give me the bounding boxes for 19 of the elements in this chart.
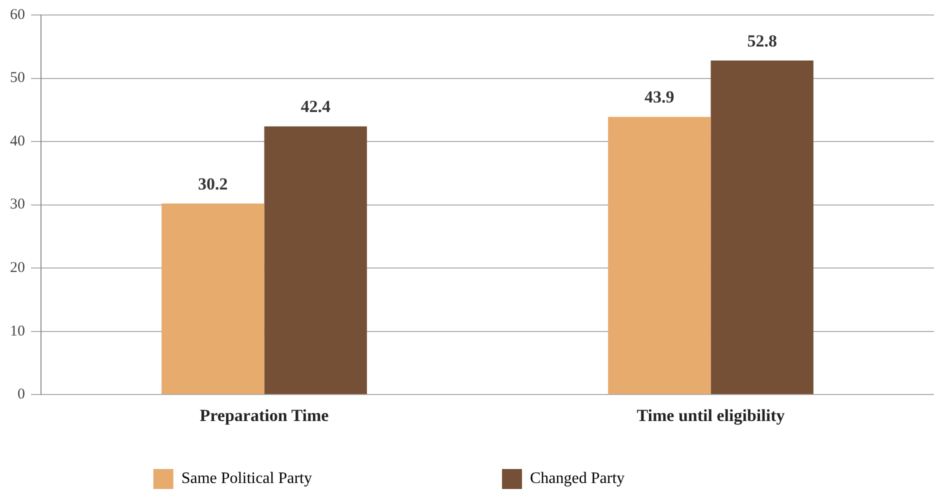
legend-label: Changed Party (530, 470, 785, 488)
legend-label: Same Political Party (181, 470, 472, 488)
data-label: 30.2 (198, 174, 228, 194)
data-label: 52.8 (747, 31, 777, 50)
y-tick-label: 30 (10, 196, 25, 213)
y-tick-label: 60 (10, 6, 25, 23)
bar (162, 204, 264, 394)
data-label: 42.4 (300, 97, 331, 116)
y-tick-label: 20 (10, 260, 25, 276)
y-tick-label: 10 (10, 323, 25, 340)
x-tick-label: Time until eligibility (636, 406, 786, 426)
x-tick-label: Preparation Time (200, 406, 330, 426)
bar (264, 126, 367, 394)
data-label: 43.9 (644, 88, 674, 107)
y-tick-label: 0 (18, 386, 25, 403)
y-tick-label: 50 (10, 70, 25, 86)
y-tick-label: 40 (10, 133, 25, 150)
bar (608, 116, 711, 394)
bar (710, 60, 814, 394)
